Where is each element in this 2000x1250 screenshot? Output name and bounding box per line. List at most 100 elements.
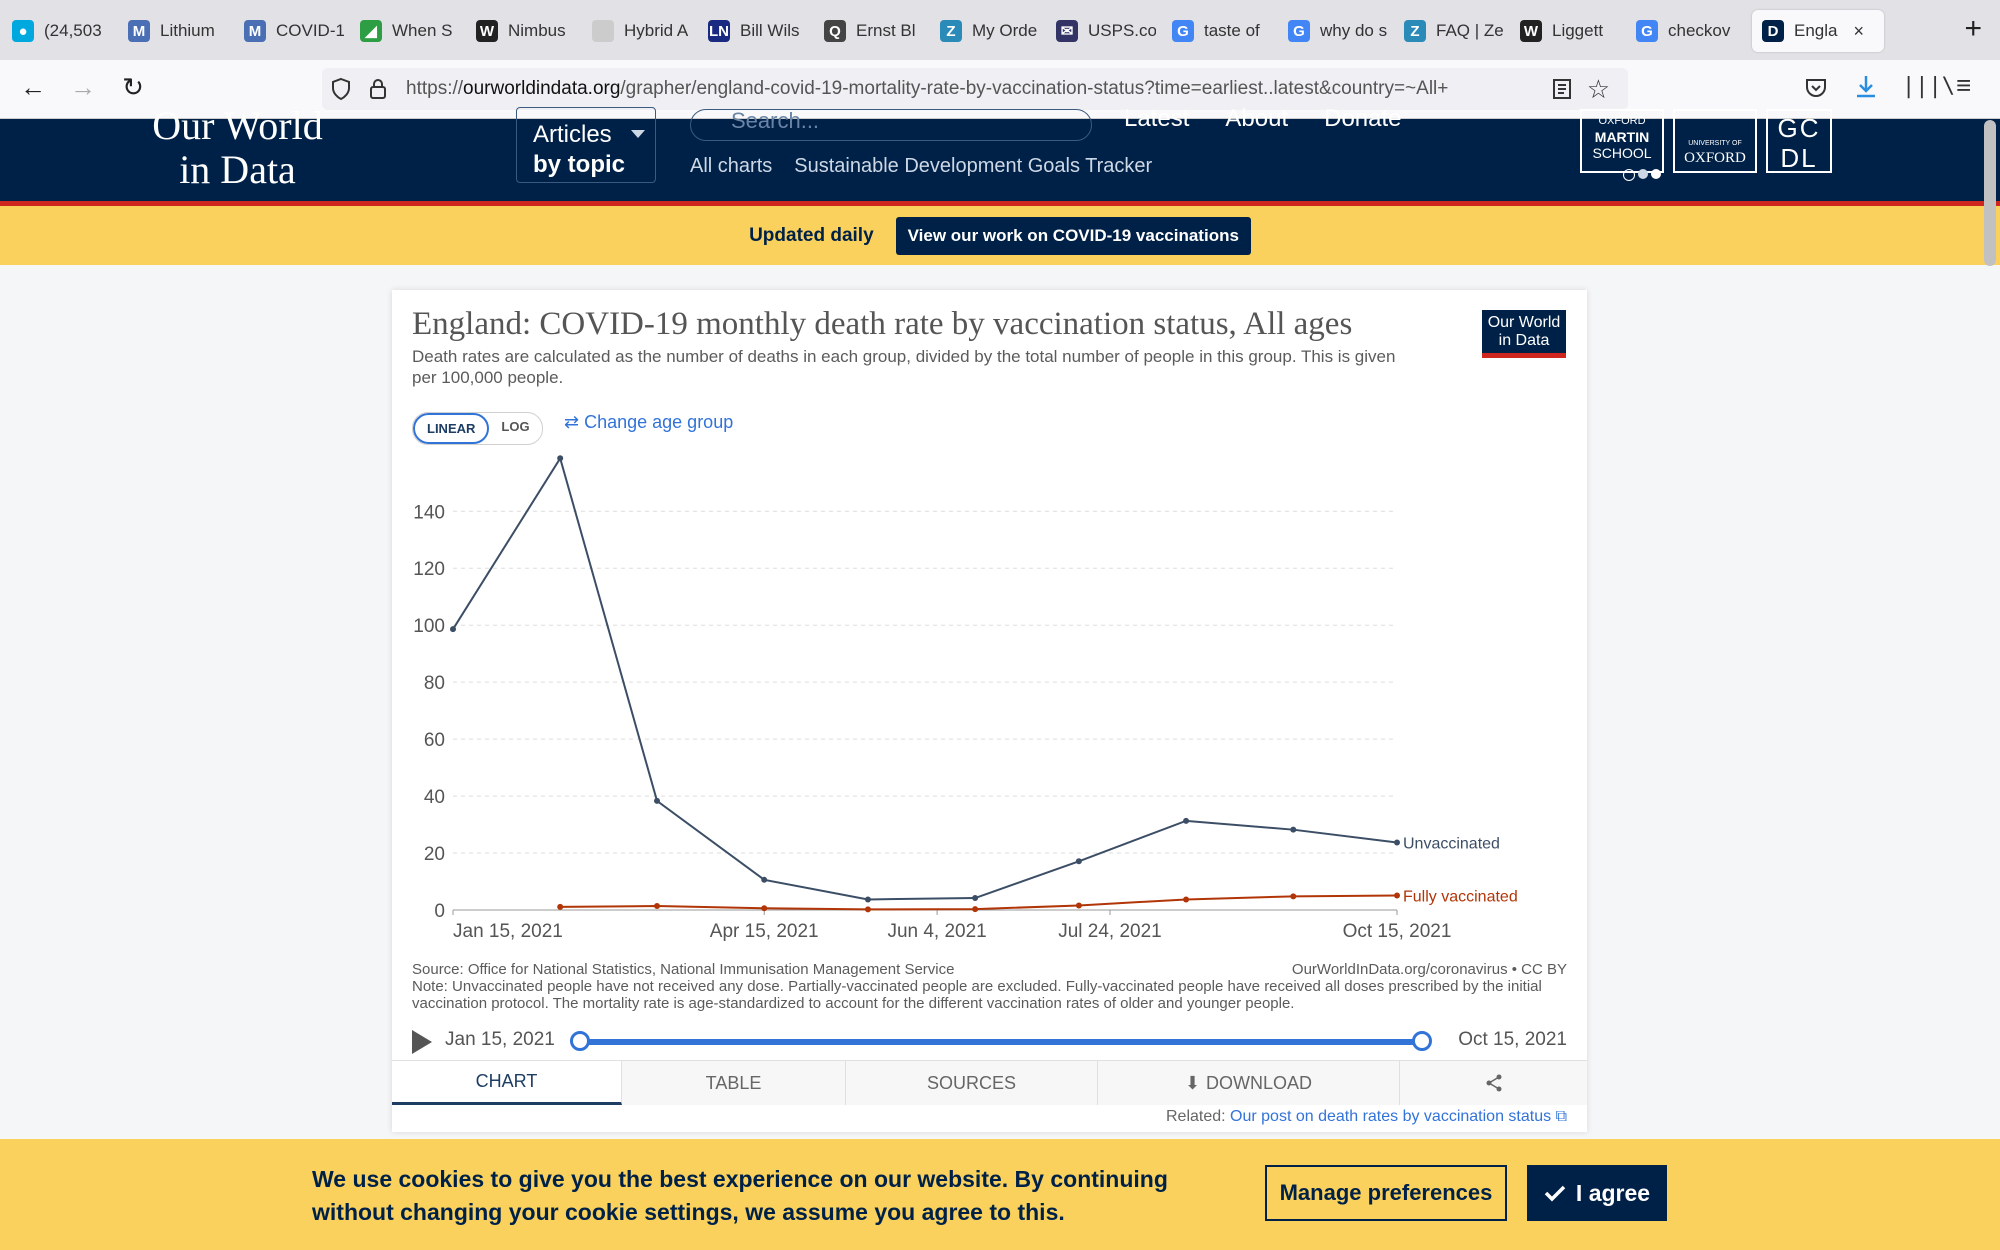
tab-share[interactable]	[1400, 1061, 1587, 1105]
browser-tab[interactable]: M COVID-1	[244, 10, 344, 52]
tab-label: My Orde	[972, 21, 1038, 40]
z-icon: Z	[1404, 20, 1426, 42]
downloads-icon[interactable]	[1854, 74, 1878, 105]
back-arrow-icon[interactable]: ←	[20, 72, 46, 102]
owid-badge-logo[interactable]: Our World in Data	[1482, 310, 1566, 358]
log-scale-button[interactable]: LOG	[501, 419, 530, 434]
shield-icon[interactable]	[330, 77, 352, 106]
y-tick-label: 0	[434, 901, 445, 922]
partner-text: OXFORD	[1598, 115, 1646, 127]
nav-link-donate[interactable]: Donate	[1324, 105, 1402, 132]
bookmark-star-icon[interactable]: ☆	[1586, 74, 1610, 104]
update-banner: Updated daily View our work on COVID-19 …	[0, 206, 2000, 265]
carousel-dots[interactable]	[1623, 169, 1661, 181]
i-agree-button[interactable]: I agree	[1527, 1165, 1667, 1221]
data-point	[864, 896, 871, 903]
url-text[interactable]: https://ourworldindata.org/grapher/engla…	[406, 78, 1449, 99]
tab-table[interactable]: TABLE	[622, 1061, 846, 1105]
manage-preferences-button[interactable]: Manage preferences	[1265, 1165, 1507, 1221]
close-tab-icon[interactable]: ×	[1853, 20, 1864, 41]
data-point	[1075, 902, 1082, 909]
credit-text: OurWorldInData.org/coronavirus • CC BY	[1291, 961, 1567, 978]
browser-tab[interactable]: Z My Orde	[940, 10, 1040, 52]
y-tick-label: 60	[424, 730, 445, 751]
nav-link-sdg-tracker[interactable]: Sustainable Development Goals Tracker	[794, 155, 1153, 177]
note-text: Note: Unvaccinated people have not recei…	[412, 978, 1542, 1012]
change-age-group-button[interactable]: ⇄ Change age group	[564, 412, 733, 433]
tab-download[interactable]: ⬇ DOWNLOAD	[1098, 1061, 1400, 1105]
play-icon[interactable]	[412, 1030, 432, 1054]
browser-tab[interactable]: ● (24,503	[12, 10, 112, 52]
library-icon[interactable]: |||\	[1902, 74, 1955, 99]
browser-tab[interactable]: LN Bill Wils	[708, 10, 808, 52]
related-post-link[interactable]: Our post on death rates by vaccination s…	[1230, 1108, 1552, 1125]
new-tab-button[interactable]: +	[1964, 12, 1982, 45]
related-link-row: Related: Our post on death rates by vacc…	[1166, 1108, 1567, 1126]
external-link-icon: ⧉	[1555, 1108, 1567, 1125]
nav-link-all-charts[interactable]: All charts	[690, 155, 773, 177]
x-tick-label: Jul 24, 2021	[1058, 921, 1162, 942]
url-bar[interactable]: https://ourworldindata.org/grapher/engla…	[322, 68, 1628, 110]
forward-arrow-icon[interactable]: →	[70, 72, 96, 102]
browser-tab[interactable]: M Lithium	[128, 10, 228, 52]
menu-icon[interactable]: ≡	[1956, 70, 1972, 100]
browser-nav-bar: ← → ↻ https://ourworldindata.org/grapher…	[0, 60, 2000, 119]
google-icon: G	[1288, 20, 1310, 42]
timeline-track[interactable]	[580, 1039, 1422, 1045]
articles-by-topic-button[interactable]: Articles by topic	[516, 107, 656, 183]
series-line-unvaccinated	[452, 455, 1398, 901]
y-tick-label: 100	[413, 616, 445, 637]
badge-line-1: Our World	[1487, 314, 1561, 331]
x-tick-label: Jun 4, 2021	[887, 921, 986, 942]
browser-tab[interactable]: Hybrid A	[592, 10, 692, 52]
chart-subtitle: Death rates are calculated as the number…	[412, 347, 1396, 387]
data-point	[557, 455, 564, 462]
linear-scale-button[interactable]: LINEAR	[413, 413, 490, 444]
data-point	[450, 626, 456, 633]
chart-card: England: COVID-19 monthly death rate by …	[392, 290, 1587, 1132]
data-point	[761, 905, 768, 912]
partner-text: MARTIN	[1594, 129, 1650, 145]
browser-tab[interactable]: W Nimbus	[476, 10, 576, 52]
y-tick-label: 40	[424, 787, 445, 808]
browser-tab[interactable]: ◢ When S	[360, 10, 460, 52]
browser-tab[interactable]: Q Ernst Bl	[824, 10, 924, 52]
timeline-start-label: Jan 15, 2021	[445, 1029, 555, 1050]
tab-label: When S	[392, 21, 453, 40]
nav-link-about[interactable]: About	[1225, 105, 1289, 132]
timeline-end-handle[interactable]	[1412, 1031, 1432, 1051]
university-of-oxford-logo[interactable]: UNIVERSITY OF OXFORD	[1673, 109, 1757, 173]
browser-tab[interactable]: W Liggett	[1520, 10, 1620, 52]
gcdl-logo[interactable]: GC DL	[1766, 109, 1832, 173]
tab-label: FAQ | Ze	[1436, 21, 1504, 40]
browser-tab[interactable]: Z FAQ | Ze	[1404, 10, 1504, 52]
site-logo[interactable]: Our World in Data	[140, 104, 335, 192]
m-icon: M	[128, 20, 150, 42]
browser-tab[interactable]: ✉ USPS.co	[1056, 10, 1156, 52]
lock-icon[interactable]	[368, 77, 388, 106]
tab-label: checkov	[1668, 21, 1731, 40]
browser-tab[interactable]: D Engla ×	[1752, 10, 1884, 52]
site-search-input[interactable]: Search...	[690, 108, 1092, 141]
tab-label: Engla	[1794, 21, 1838, 40]
updated-daily-label: Updated daily	[749, 224, 874, 246]
oxford-martin-logo[interactable]: OXFORD MARTIN SCHOOL	[1580, 109, 1664, 173]
google-icon: G	[1636, 20, 1658, 42]
vaccinations-link-button[interactable]: View our work on COVID-19 vaccinations	[895, 216, 1251, 255]
data-point	[972, 906, 979, 913]
tab-sources[interactable]: SOURCES	[846, 1061, 1098, 1105]
reload-icon[interactable]: ↻	[122, 72, 144, 102]
tab-chart[interactable]: CHART	[392, 1061, 622, 1105]
pocket-icon[interactable]	[1804, 76, 1828, 105]
nav-link-latest[interactable]: Latest	[1124, 105, 1190, 132]
logo-line-1: Our World	[152, 103, 323, 148]
page-scrollbar[interactable]	[1984, 120, 1996, 266]
data-point	[1290, 826, 1297, 833]
reader-view-icon[interactable]	[1552, 78, 1572, 105]
timeline-start-handle[interactable]	[570, 1031, 590, 1051]
checkmark-icon	[1544, 1185, 1566, 1202]
i-agree-label: I agree	[1575, 1179, 1651, 1206]
